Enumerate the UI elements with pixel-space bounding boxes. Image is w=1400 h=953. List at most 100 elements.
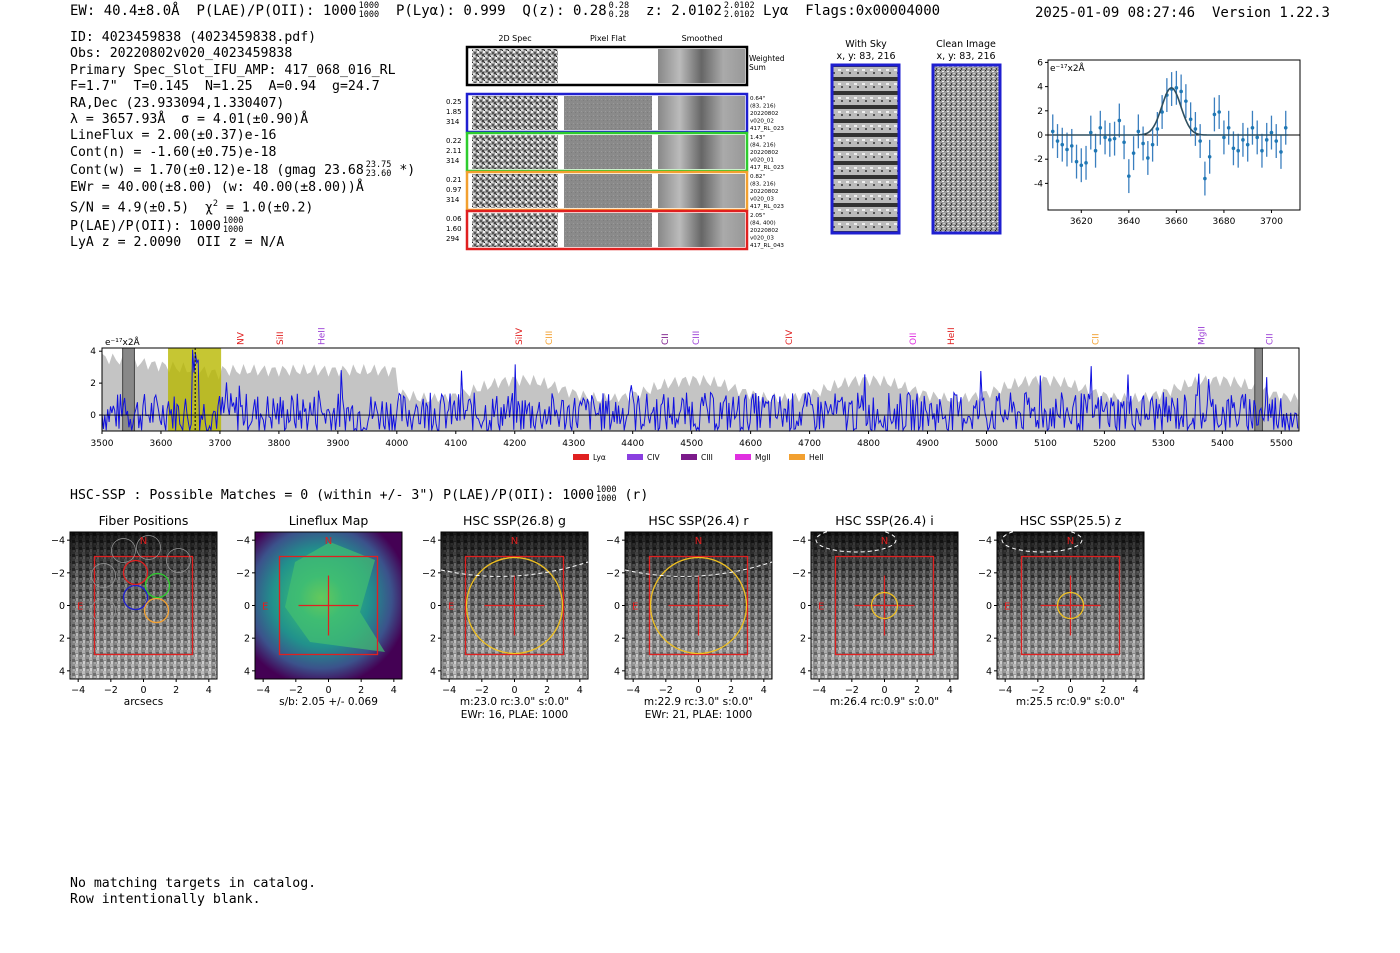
fit-point	[1103, 135, 1107, 140]
fit-ytick-label: -4	[1034, 179, 1043, 189]
compass-e: E	[262, 602, 268, 613]
info-plae-hi: 1000	[222, 215, 244, 226]
cutout-left-label: 2.11	[446, 147, 462, 155]
panel-caption: s/b: 2.05 +/- 0.069	[279, 696, 378, 708]
fit-xtick-label: 3620	[1070, 217, 1093, 227]
gmag-lo: 23.60	[365, 169, 392, 180]
header-flags: Flags:0x00004000	[805, 3, 941, 19]
spec-xtick-label: 4800	[857, 439, 880, 449]
spec-xtick-label: 4600	[739, 439, 762, 449]
fit-point	[1283, 125, 1288, 130]
panel-xtick-label: −2	[659, 685, 673, 696]
emission-line-label: MgII	[1198, 326, 1208, 345]
imaging-panel: HSC SSP(26.8) g N E −4 4 −2 2 0 0 2 −2 4 −4 m:23.0 rc…	[422, 513, 589, 721]
hsc-summary: HSC-SSP : Possible Matches = 0 (within +…	[70, 486, 648, 504]
cutout-smoothed	[658, 96, 745, 130]
info-id: ID: 4023459838 (4023459838.pdf)	[70, 30, 317, 45]
header-qz-hi: 0.28	[608, 1, 630, 11]
weighted-smoothed	[658, 49, 745, 83]
col-header-pixelflat: Pixel Flat	[590, 34, 626, 43]
legend-label: Lyα	[593, 453, 606, 462]
emission-line-label: NV	[237, 331, 247, 345]
cutout-smoothed	[658, 213, 745, 247]
fit-point	[1231, 146, 1236, 151]
panel-xtick-label: 4	[391, 685, 397, 696]
fit-point	[1160, 110, 1164, 114]
legend-label: CIV	[647, 453, 660, 462]
header-ew: EW: 40.4±8.0Å	[70, 3, 180, 19]
info-lambda: λ = 3657.93Å σ = 4.01(±0.90)Å	[70, 112, 309, 128]
source-ellipse	[649, 556, 748, 655]
panel-ytick-label: −4	[422, 536, 436, 547]
spec-ytick-label: 0	[90, 411, 96, 421]
cutout-left-label: 0.21	[446, 176, 462, 184]
source-ellipse	[1056, 591, 1085, 620]
with-sky-xy: x, y: 83, 216	[836, 51, 895, 62]
spec-xtick-label: 5300	[1152, 439, 1175, 449]
panel-ytick-label: −4	[51, 536, 65, 547]
header-right: 2025-01-09 08:27:46 Version 1.22.3	[1035, 5, 1330, 21]
cutout-left-label: 314	[446, 196, 460, 204]
fiber-circle	[144, 572, 171, 599]
emission-line-label: SiIV	[515, 327, 525, 345]
panel-ytick-label: 0	[244, 601, 250, 612]
header-plae-lo: 1000	[358, 10, 380, 20]
panel-xtick-label: −4	[998, 685, 1012, 696]
panel-xtick-label: 0	[511, 685, 517, 696]
compass-e: E	[77, 602, 83, 613]
line-fit-chart: 6 4 2 0 -2 -4 3620 3640 3660 3680 3700 e⁻¹⁷x2Å	[1034, 58, 1301, 227]
fit-point	[1260, 148, 1264, 153]
header-plae-hi: 1000	[358, 1, 380, 11]
fit-point	[1217, 110, 1221, 114]
panel-ytick-label: 2	[800, 634, 806, 645]
panel-ytick-label: 4	[59, 666, 65, 677]
emission-line-label: HeII	[947, 327, 957, 345]
panel-xtick-label: 2	[914, 685, 920, 696]
sum-label: Sum	[749, 63, 766, 72]
fiber-circle-faint	[91, 563, 116, 588]
spec-xtick-label: 4200	[503, 439, 526, 449]
cutout-left-label: 294	[446, 235, 460, 243]
cutout-right-label: (83, 216)	[750, 104, 776, 110]
panel-ytick-label: 4	[986, 666, 992, 677]
cutout-right-label: v020_02	[750, 119, 774, 125]
panel-xtick-label: −2	[845, 685, 859, 696]
fit-point	[1179, 89, 1183, 94]
panel-xtick-label: −4	[71, 685, 85, 696]
info-contn: Cont(n) = -1.60(±0.75)e-18	[70, 144, 277, 160]
spec-xtick-label: 5500	[1270, 439, 1293, 449]
panel-xtick-label: −2	[289, 685, 303, 696]
aperture-box	[834, 555, 935, 656]
legend-label: CIII	[701, 453, 713, 462]
cutout-right-label: 2.05"	[750, 213, 765, 219]
panel-xtick-label: −4	[256, 685, 270, 696]
cutout-right-label: 417_RL_023	[750, 204, 784, 210]
panel-caption-2: EWr: 16, PLAE: 1000	[461, 709, 568, 721]
info-plae-text: P(LAE)/P(OII): 1000	[70, 218, 221, 234]
panel-xtick-label: 4	[1133, 685, 1139, 696]
spec-xtick-label: 5100	[1034, 439, 1057, 449]
fit-point	[1074, 159, 1079, 164]
panel-ytick-label: 0	[614, 601, 620, 612]
cutout-left-label: 0.06	[446, 215, 462, 223]
info-radec: RA,Dec (23.933094,1.330407)	[70, 95, 285, 111]
fit-point	[1264, 138, 1269, 142]
clean-title: Clean Image	[936, 39, 996, 50]
flux-line	[101, 349, 1299, 433]
cutout-right-label: 417_RL_023	[750, 126, 784, 132]
emission-line-label: CIV	[785, 329, 795, 345]
panel-ytick-label: 4	[614, 666, 620, 677]
weighted-label: Weighted	[749, 54, 785, 63]
clean-image	[931, 63, 1002, 235]
cutout-right-label: v020_03	[750, 197, 774, 203]
panel-xtick-label: 0	[695, 685, 701, 696]
panel-title: Fiber Positions	[99, 513, 189, 528]
fit-ytick-label: 6	[1037, 58, 1043, 68]
panel-ytick-label: −2	[422, 568, 436, 579]
summary-header: EW: 40.4±8.0Å P(LAE)/P(OII): 1000 1000 100…	[70, 2, 940, 20]
aperture-box	[278, 555, 379, 656]
neighbor-ellipse	[440, 561, 589, 577]
fit-point	[1198, 139, 1202, 143]
fit-point	[1222, 135, 1226, 140]
source-ellipse	[465, 556, 564, 655]
